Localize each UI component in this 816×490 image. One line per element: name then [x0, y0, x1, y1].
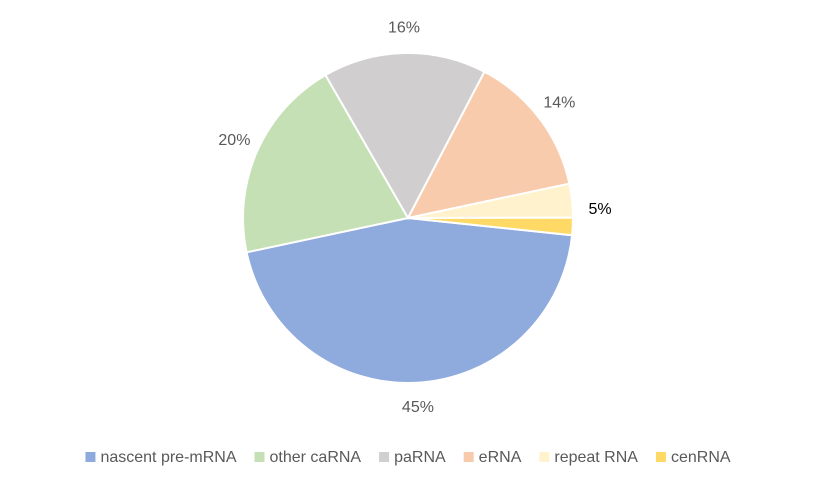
slice: [324, 52, 486, 221]
annotation: 5%: [588, 201, 611, 218]
legend-swatch: [539, 452, 550, 462]
legend: nascent pre-mRNA other caRNA paRNA eRNA repe…: [85, 449, 731, 466]
legend-swatch: [379, 452, 390, 462]
slices: [242, 52, 575, 384]
legend-swatch: [254, 452, 265, 462]
legend-label: cenRNA: [671, 449, 731, 466]
slice: [406, 70, 571, 220]
legend-label: other caRNA: [270, 449, 362, 466]
data-label: 45%: [402, 399, 434, 416]
legend-label: nascent pre-mRNA: [100, 449, 236, 466]
legend-label: repeat RNA: [554, 449, 638, 466]
legend-label: paRNA: [394, 449, 446, 466]
slice: [245, 216, 574, 384]
slice: [242, 73, 410, 254]
data-label: 16%: [388, 19, 420, 36]
data-label: 14%: [543, 94, 575, 111]
legend-swatch: [85, 452, 96, 462]
legend-label: eRNA: [479, 449, 522, 466]
legend-swatch: [655, 452, 666, 462]
legend-swatch: [463, 452, 474, 462]
data-label: 20%: [218, 132, 250, 149]
slice: [407, 216, 575, 237]
